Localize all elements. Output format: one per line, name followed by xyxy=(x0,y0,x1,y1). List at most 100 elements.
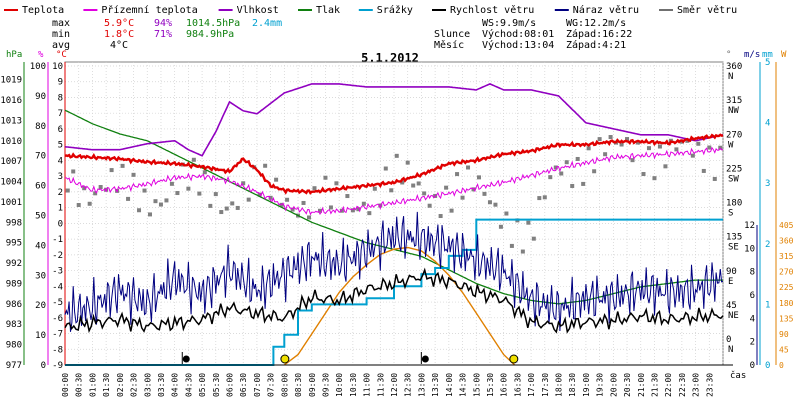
wind-direction-point xyxy=(323,175,328,180)
stat-max-hum: 94% xyxy=(154,18,172,29)
temperature-tick-label: -6 xyxy=(52,314,63,324)
wind-direction-point xyxy=(625,137,630,142)
wind-direction-point xyxy=(619,142,624,147)
temperature-tick-label: 0 xyxy=(58,219,63,229)
wind-dir-tick-label: 135 xyxy=(726,233,742,243)
pressure-tick-label: 1016 xyxy=(0,96,22,106)
x-tick-label: 04:30 xyxy=(184,373,193,397)
pressure-tick-label: 986 xyxy=(6,300,22,310)
unit-rain: mm xyxy=(762,50,773,60)
wind-dir-tick-label: 45 xyxy=(726,301,737,311)
wind-direction-point xyxy=(570,183,575,188)
x-tick-label: 02:00 xyxy=(116,373,125,397)
wind-direction-point xyxy=(542,195,547,200)
wind-direction-point xyxy=(674,147,679,152)
x-tick-label: 08:30 xyxy=(294,373,303,397)
wind-direction-point xyxy=(241,181,246,186)
temperature-tick-label: -8 xyxy=(52,345,63,355)
pressure-tick-label: 998 xyxy=(6,218,22,228)
wind-direction-point xyxy=(394,153,399,158)
unit-dir: ° xyxy=(726,50,731,60)
wind-direction-point xyxy=(531,236,536,241)
wind-ws: WS:9.9m/s xyxy=(482,18,536,29)
temperature-tick-label: -1 xyxy=(52,235,63,245)
x-tick-label: 06:00 xyxy=(226,373,235,397)
temperature-tick-label: 7 xyxy=(58,109,63,119)
x-tick-label: 00:00 xyxy=(61,373,70,397)
wind-direction-point xyxy=(71,169,76,174)
wind-direction-point xyxy=(455,172,460,177)
stat-min-hum: 71% xyxy=(154,29,172,40)
temperature-tick-label: 3 xyxy=(58,172,63,182)
humidity-tick-label: 20 xyxy=(35,301,46,311)
wind-direction-point xyxy=(274,177,279,182)
wind-direction-point xyxy=(400,180,405,185)
wind-speed-tick-label: 6 xyxy=(750,291,755,301)
temperature-tick-label: -7 xyxy=(52,330,63,340)
solar-tick-label: 45 xyxy=(779,345,789,354)
rain-tick-label: 0 xyxy=(765,361,770,371)
wind-direction-point xyxy=(235,205,240,210)
pressure-tick-label: 1013 xyxy=(0,116,22,126)
wind-dir-compass-label: SE xyxy=(728,243,739,253)
x-tick-label: 18:30 xyxy=(568,373,577,397)
wind-dir-compass-label: N xyxy=(728,345,733,355)
x-tick-label: 06:30 xyxy=(239,373,248,397)
wind-direction-point xyxy=(378,203,383,208)
stat-avg-label: avg xyxy=(52,40,70,51)
temperature-tick-label: 9 xyxy=(58,78,63,88)
wind-dir-tick-label: 90 xyxy=(726,267,737,277)
humidity-tick-label: 90 xyxy=(35,92,46,102)
rain-tick-label: 1 xyxy=(765,300,770,310)
wind-direction-point xyxy=(213,192,218,197)
moon-rise: Východ:13:04 xyxy=(482,39,554,51)
wind-direction-point xyxy=(559,171,564,176)
wind-direction-point xyxy=(208,203,213,208)
humidity-tick-label: 0 xyxy=(41,361,46,371)
series xyxy=(64,83,724,366)
stat-max-label: max xyxy=(52,18,70,29)
temperature-tick-label: -2 xyxy=(52,251,63,261)
pressure-tick-label: 983 xyxy=(6,320,22,330)
sun-marker xyxy=(509,354,519,364)
x-tick-label: 13:30 xyxy=(431,373,440,397)
solar-tick-label: 135 xyxy=(779,314,794,323)
wind-direction-point xyxy=(268,195,273,200)
wind-dir-tick-label: 270 xyxy=(726,130,742,140)
x-tick-label: 15:30 xyxy=(486,373,495,397)
wind-direction-point xyxy=(641,172,646,177)
pressure-tick-label: 989 xyxy=(6,279,22,289)
x-tick-label: 16:30 xyxy=(513,373,522,397)
humidity-tick-label: 30 xyxy=(35,271,46,281)
wind-direction-point xyxy=(471,187,476,192)
wind-direction-point xyxy=(696,141,701,146)
temperature-tick-label: 8 xyxy=(58,93,63,103)
x-axis: 00:00 00:30 01:00 01:30 02:00 02:30 03:00 03:30… xyxy=(61,364,733,397)
wind-dir-compass-label: NW xyxy=(728,106,739,116)
legend-item: Vlhkost xyxy=(237,5,279,16)
x-tick-label: 14:30 xyxy=(459,373,468,397)
stat-min-press: 984.9hPa xyxy=(186,29,234,40)
rain-tick-label: 2 xyxy=(765,240,770,250)
x-tick-label: 20:00 xyxy=(609,373,618,397)
wind-direction-point xyxy=(158,202,163,207)
unit-hum: % xyxy=(38,50,44,60)
stat-max-press: 1014.5hPa xyxy=(186,18,240,29)
moon-set: Západ:4:21 xyxy=(566,39,626,51)
stat-min-label: min xyxy=(52,29,70,40)
x-tick-label: 20:30 xyxy=(623,373,632,397)
x-tick-label: 12:00 xyxy=(390,373,399,397)
x-tick-label: 16:00 xyxy=(500,373,509,397)
wind-dir-tick-label: 0 xyxy=(726,335,731,345)
wind-speed-tick-label: 2 xyxy=(750,338,755,348)
chart-title: 5.1.2012 xyxy=(361,51,419,65)
wind-direction-point xyxy=(345,194,350,199)
solar-tick-label: 315 xyxy=(779,252,794,261)
x-tick-label: 11:00 xyxy=(363,373,372,397)
temperature-tick-label: 10 xyxy=(52,62,63,72)
wind-direction-point xyxy=(191,157,196,162)
solar-tick-label: 180 xyxy=(779,299,794,308)
moon-label: Měsíc xyxy=(434,39,464,51)
wind-direction-point xyxy=(87,201,92,206)
wind-direction-point xyxy=(317,208,322,213)
